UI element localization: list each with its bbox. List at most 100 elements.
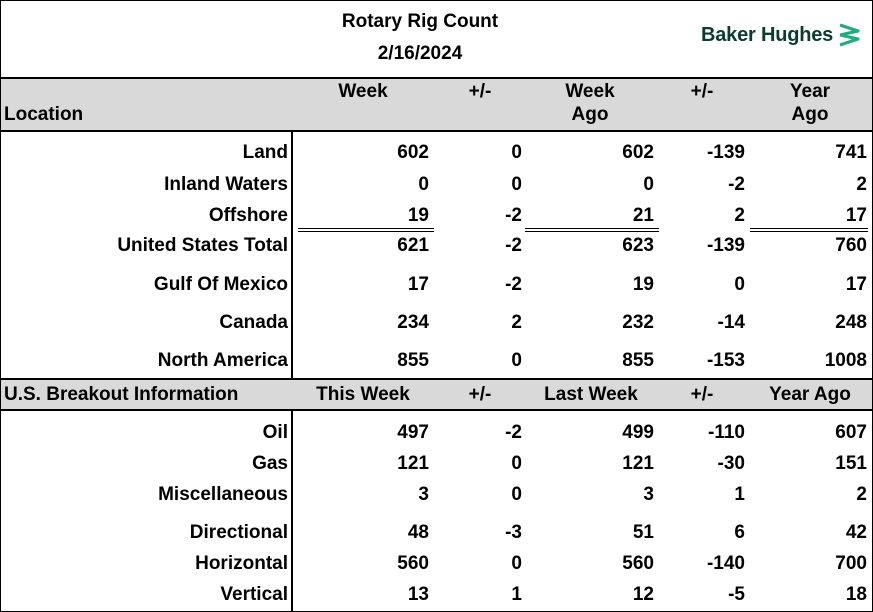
cell-plusminus1: 0 [511,142,522,163]
row-label: Offshore [208,205,288,226]
row-label: Oil [262,422,288,443]
header-bottom-rule [1,130,872,132]
cell-plusminus1: -2 [505,205,522,226]
cell-week-ago: 623 [622,235,654,256]
cell-plusminus1: -3 [505,522,522,543]
cell-week-ago: 21 [632,205,654,226]
row-label: Horizontal [195,553,288,574]
breakout-top-rule [1,378,872,380]
cell-year-ago: 607 [835,422,867,443]
cell-week: 234 [397,312,429,333]
cell-week: 621 [397,235,429,256]
cell-plusminus1: -2 [505,422,522,443]
logo-text: Baker Hughes [701,23,834,46]
cell-this-week: 48 [407,522,429,543]
row-label: Canada [219,312,288,333]
col-year-ago-header: Year Ago [769,384,851,405]
cell-week-ago: 855 [622,350,654,371]
cell-plusminus2: -139 [706,235,745,256]
row-label: Land [242,142,288,163]
row-label: Gulf Of Mexico [153,274,288,295]
cell-year-ago: 760 [835,235,867,256]
cell-last-week: 560 [622,553,654,574]
header-top-rule [1,77,872,79]
cell-plusminus1: 0 [511,350,522,371]
cell-year-ago: 741 [835,142,867,163]
total-rule-lower [298,231,434,232]
cell-plusminus1: 1 [511,584,522,605]
row-label: Gas [252,453,288,474]
row-label: Miscellaneous [158,484,288,505]
cell-year-ago: 17 [845,205,867,226]
label-column-divider-2 [291,410,293,612]
col-this-week-header: This Week [316,384,410,405]
col-week-header: Week [338,81,388,102]
cell-week: 17 [407,274,429,295]
cell-plusminus1: 0 [511,484,522,505]
cell-plusminus2: 1 [734,484,745,505]
cell-year-ago: 2 [856,484,867,505]
cell-this-week: 13 [407,584,429,605]
cell-year-ago: 700 [835,553,867,574]
cell-plusminus2: 2 [734,205,745,226]
cell-week: 855 [397,350,429,371]
cell-week: 19 [407,205,429,226]
cell-year-ago: 1008 [824,350,867,371]
cell-last-week: 12 [632,584,654,605]
total-rule-lower [525,231,659,232]
total-rule-lower [750,231,868,232]
col-plusminus1-header: +/- [468,81,492,102]
col-week-ago-header-line1: Week [565,81,615,102]
company-logo: Baker Hughes [701,20,863,50]
col-year-ago-header-line1: Year [789,81,831,102]
row-label: United States Total [117,235,288,256]
col-week-ago-header-line2: Ago [571,104,609,125]
cell-year-ago: 248 [835,312,867,333]
col-plusminus2-header: +/- [690,384,714,405]
cell-plusminus2: -2 [728,174,745,195]
cell-week: 602 [397,142,429,163]
section2-header-band [1,380,872,409]
total-rule-upper [750,228,868,229]
logo-chevron-icon [839,23,860,47]
cell-plusminus1: 0 [511,553,522,574]
cell-last-week: 3 [643,484,654,505]
cell-last-week: 499 [622,422,654,443]
cell-plusminus2: -5 [728,584,745,605]
col-plusminus1-header: +/- [468,384,492,405]
cell-plusminus1: 0 [511,174,522,195]
cell-plusminus2: -110 [708,422,745,443]
cell-this-week: 497 [397,422,429,443]
cell-week-ago: 602 [622,142,654,163]
cell-plusminus1: -2 [505,235,522,256]
cell-this-week: 560 [397,553,429,574]
label-column-divider-1 [291,131,293,379]
cell-year-ago: 42 [845,522,867,543]
cell-plusminus2: 6 [734,522,745,543]
cell-year-ago: 17 [845,274,867,295]
cell-plusminus2: 0 [734,274,745,295]
cell-week: 0 [418,174,429,195]
breakout-header: U.S. Breakout Information [4,384,239,405]
cell-year-ago: 2 [856,174,867,195]
location-header: Location [4,104,84,125]
cell-week-ago: 19 [632,274,654,295]
cell-this-week: 121 [397,453,429,474]
col-plusminus2-header: +/- [690,81,714,102]
cell-plusminus2: -140 [706,553,745,574]
cell-week-ago: 0 [643,174,654,195]
col-year-ago-header-line2: Ago [791,104,829,125]
cell-week-ago: 232 [622,312,654,333]
cell-plusminus2: -14 [717,312,745,333]
row-label: North America [157,350,288,371]
cell-last-week: 51 [632,522,654,543]
cell-this-week: 3 [418,484,429,505]
total-rule-upper [525,228,659,229]
report-title: Rotary Rig Count [341,11,499,32]
cell-year-ago: 151 [835,453,867,474]
cell-plusminus2: -139 [706,142,745,163]
report-date: 2/16/2024 [377,43,463,64]
cell-plusminus2: -153 [706,350,745,371]
cell-plusminus1: 0 [511,453,522,474]
breakout-bottom-rule [1,409,872,411]
